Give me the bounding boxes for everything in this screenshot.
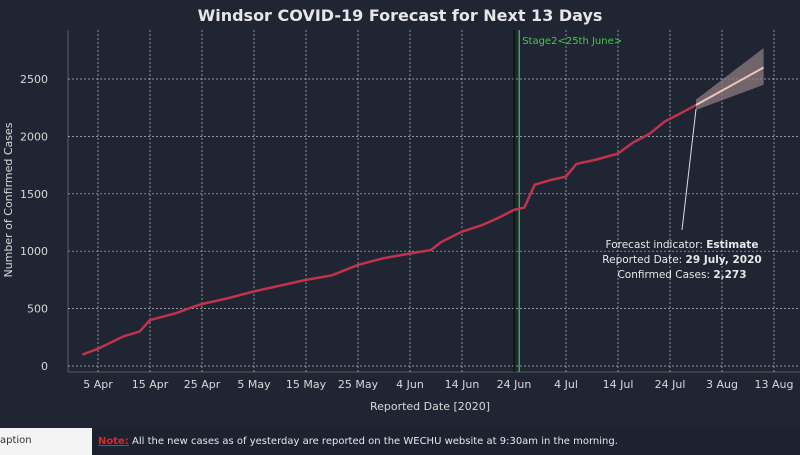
x-tick-label: 5 May	[237, 378, 271, 391]
x-tick-label: 24 Jun	[497, 378, 532, 391]
tooltip-value: Estimate	[706, 239, 758, 251]
x-tick-label: 4 Jun	[396, 378, 424, 391]
tooltip-leader-line	[681, 109, 697, 231]
y-tick-label: 0	[41, 360, 48, 373]
chart[interactable]: 0 500 1000 1500 2000 2500 5 Apr 15 Apr 25 Apr 5 M…	[0, 0, 800, 428]
x-tick-label: 5 Apr	[83, 378, 113, 391]
tooltip-value: 2,273	[713, 269, 746, 281]
tooltip-label: Confirmed Cases:	[617, 269, 713, 281]
tooltip-row: Reported Date: 29 July, 2020	[602, 254, 761, 266]
x-tick-label: 13 Aug	[755, 378, 794, 391]
chart-title: Windsor COVID-19 Forecast for Next 13 Da…	[197, 6, 603, 25]
tooltip-row: Forecast indicator: Estimate	[606, 239, 759, 251]
caption-tab[interactable]: aption	[0, 435, 32, 446]
y-tick-label: 1500	[20, 188, 48, 201]
series-line-estimate	[695, 66, 765, 106]
y-tick-label: 2500	[20, 73, 48, 86]
x-tick-label: 4 Jul	[554, 378, 578, 391]
tooltip-label: Reported Date:	[602, 254, 685, 266]
y-tick-label: 1000	[20, 245, 48, 258]
stage2-label: Stage2<25th June>	[522, 36, 622, 47]
x-tick-label: 14 Jun	[445, 378, 480, 391]
y-axis-label: Number of Confirmed Cases	[2, 122, 15, 277]
y-tick-label: 2000	[20, 130, 48, 143]
note-bar: Note: All the new cases as of yesterday …	[92, 428, 800, 455]
x-tick-label: 14 Jul	[603, 378, 634, 391]
tooltip-label: Forecast indicator:	[606, 239, 707, 251]
x-axis-label: Reported Date [2020]	[370, 400, 490, 413]
footer: aption Note: All the new cases as of yes…	[0, 428, 800, 455]
x-tick-label: 25 May	[338, 378, 379, 391]
x-tick-label: 15 Apr	[132, 378, 169, 391]
note-text: All the new cases as of yesterday are re…	[128, 436, 618, 447]
tooltip-row: Confirmed Cases: 2,273	[617, 269, 746, 281]
series-line-actual	[81, 103, 697, 356]
tooltip-value: 29 July, 2020	[686, 254, 762, 266]
forecast-confidence-band	[696, 48, 764, 110]
x-tick-label: 24 Jul	[655, 378, 686, 391]
x-tick-label: 15 May	[286, 378, 327, 391]
y-tick-label: 500	[27, 303, 48, 316]
x-tick-label: 3 Aug	[706, 378, 738, 391]
note-label: Note:	[98, 436, 129, 447]
x-tick-label: 25 Apr	[184, 378, 221, 391]
